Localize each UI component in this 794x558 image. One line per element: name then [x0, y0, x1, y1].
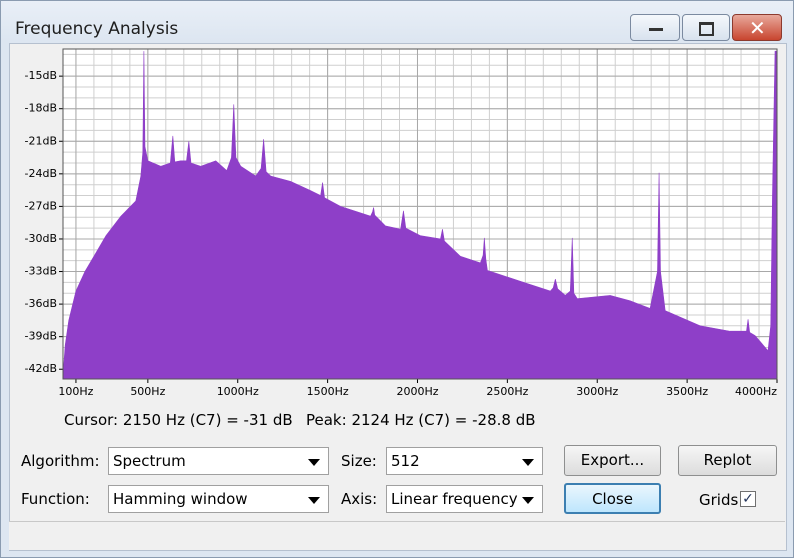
window-title: Frequency Analysis [15, 19, 179, 39]
plot-border [62, 48, 778, 380]
export-button[interactable]: Export... [564, 445, 661, 476]
spectrum-area [62, 50, 778, 380]
y-tick-label: -30dB [25, 232, 58, 245]
y-tick-label: -33dB [25, 265, 58, 278]
y-tick-label: -18dB [25, 102, 58, 115]
axis-select[interactable]: Linear frequency [386, 485, 543, 513]
y-tick-label: -24dB [25, 167, 58, 180]
replot-button[interactable]: Replot [678, 445, 777, 476]
x-tick-label: 1500Hz [307, 385, 349, 398]
y-tick-label: -21dB [25, 134, 58, 147]
x-tick-label: 4000Hz [735, 385, 777, 398]
size-select[interactable]: 512 [386, 447, 543, 475]
close-window-button[interactable]: ✕ [732, 14, 782, 41]
status-bar [9, 521, 785, 550]
chart: -15dB -18dB -21dB -24dB -27dB -30dB -33dB -36dB… [15, 47, 779, 398]
y-tick-label: -42dB [25, 362, 58, 375]
y-tick-label: -39dB [25, 330, 58, 343]
x-tick-label: 2000Hz [396, 385, 438, 398]
axis-label: Axis: [341, 490, 378, 508]
maximize-button[interactable] [682, 14, 730, 41]
cursor-readout: Cursor: 2150 Hz (C7) = -31 dB [64, 411, 293, 429]
x-tick-label: 1000Hz [217, 385, 259, 398]
y-tick-label: -15dB [25, 69, 58, 82]
algorithm-select[interactable]: Spectrum [108, 447, 329, 475]
x-tick-label: 2500Hz [486, 385, 528, 398]
x-tick-label: 100Hz [58, 385, 93, 398]
function-label: Function: [21, 490, 90, 508]
close-button[interactable]: Close [564, 483, 661, 514]
y-tick-label: -27dB [25, 199, 58, 212]
algorithm-label: Algorithm: [21, 452, 100, 470]
x-tick-label: 3500Hz [666, 385, 708, 398]
grids-label: Grids [699, 491, 739, 509]
y-tick-label: -36dB [25, 297, 58, 310]
x-tick-label: 500Hz [130, 385, 165, 398]
peak-readout: Peak: 2124 Hz (C7) = -28.8 dB [306, 411, 536, 429]
minimize-button[interactable] [630, 14, 680, 41]
function-select[interactable]: Hamming window [108, 485, 329, 513]
grids-checkbox[interactable]: ✓ [740, 491, 756, 507]
size-label: Size: [341, 452, 377, 470]
x-tick-label: 3000Hz [576, 385, 618, 398]
